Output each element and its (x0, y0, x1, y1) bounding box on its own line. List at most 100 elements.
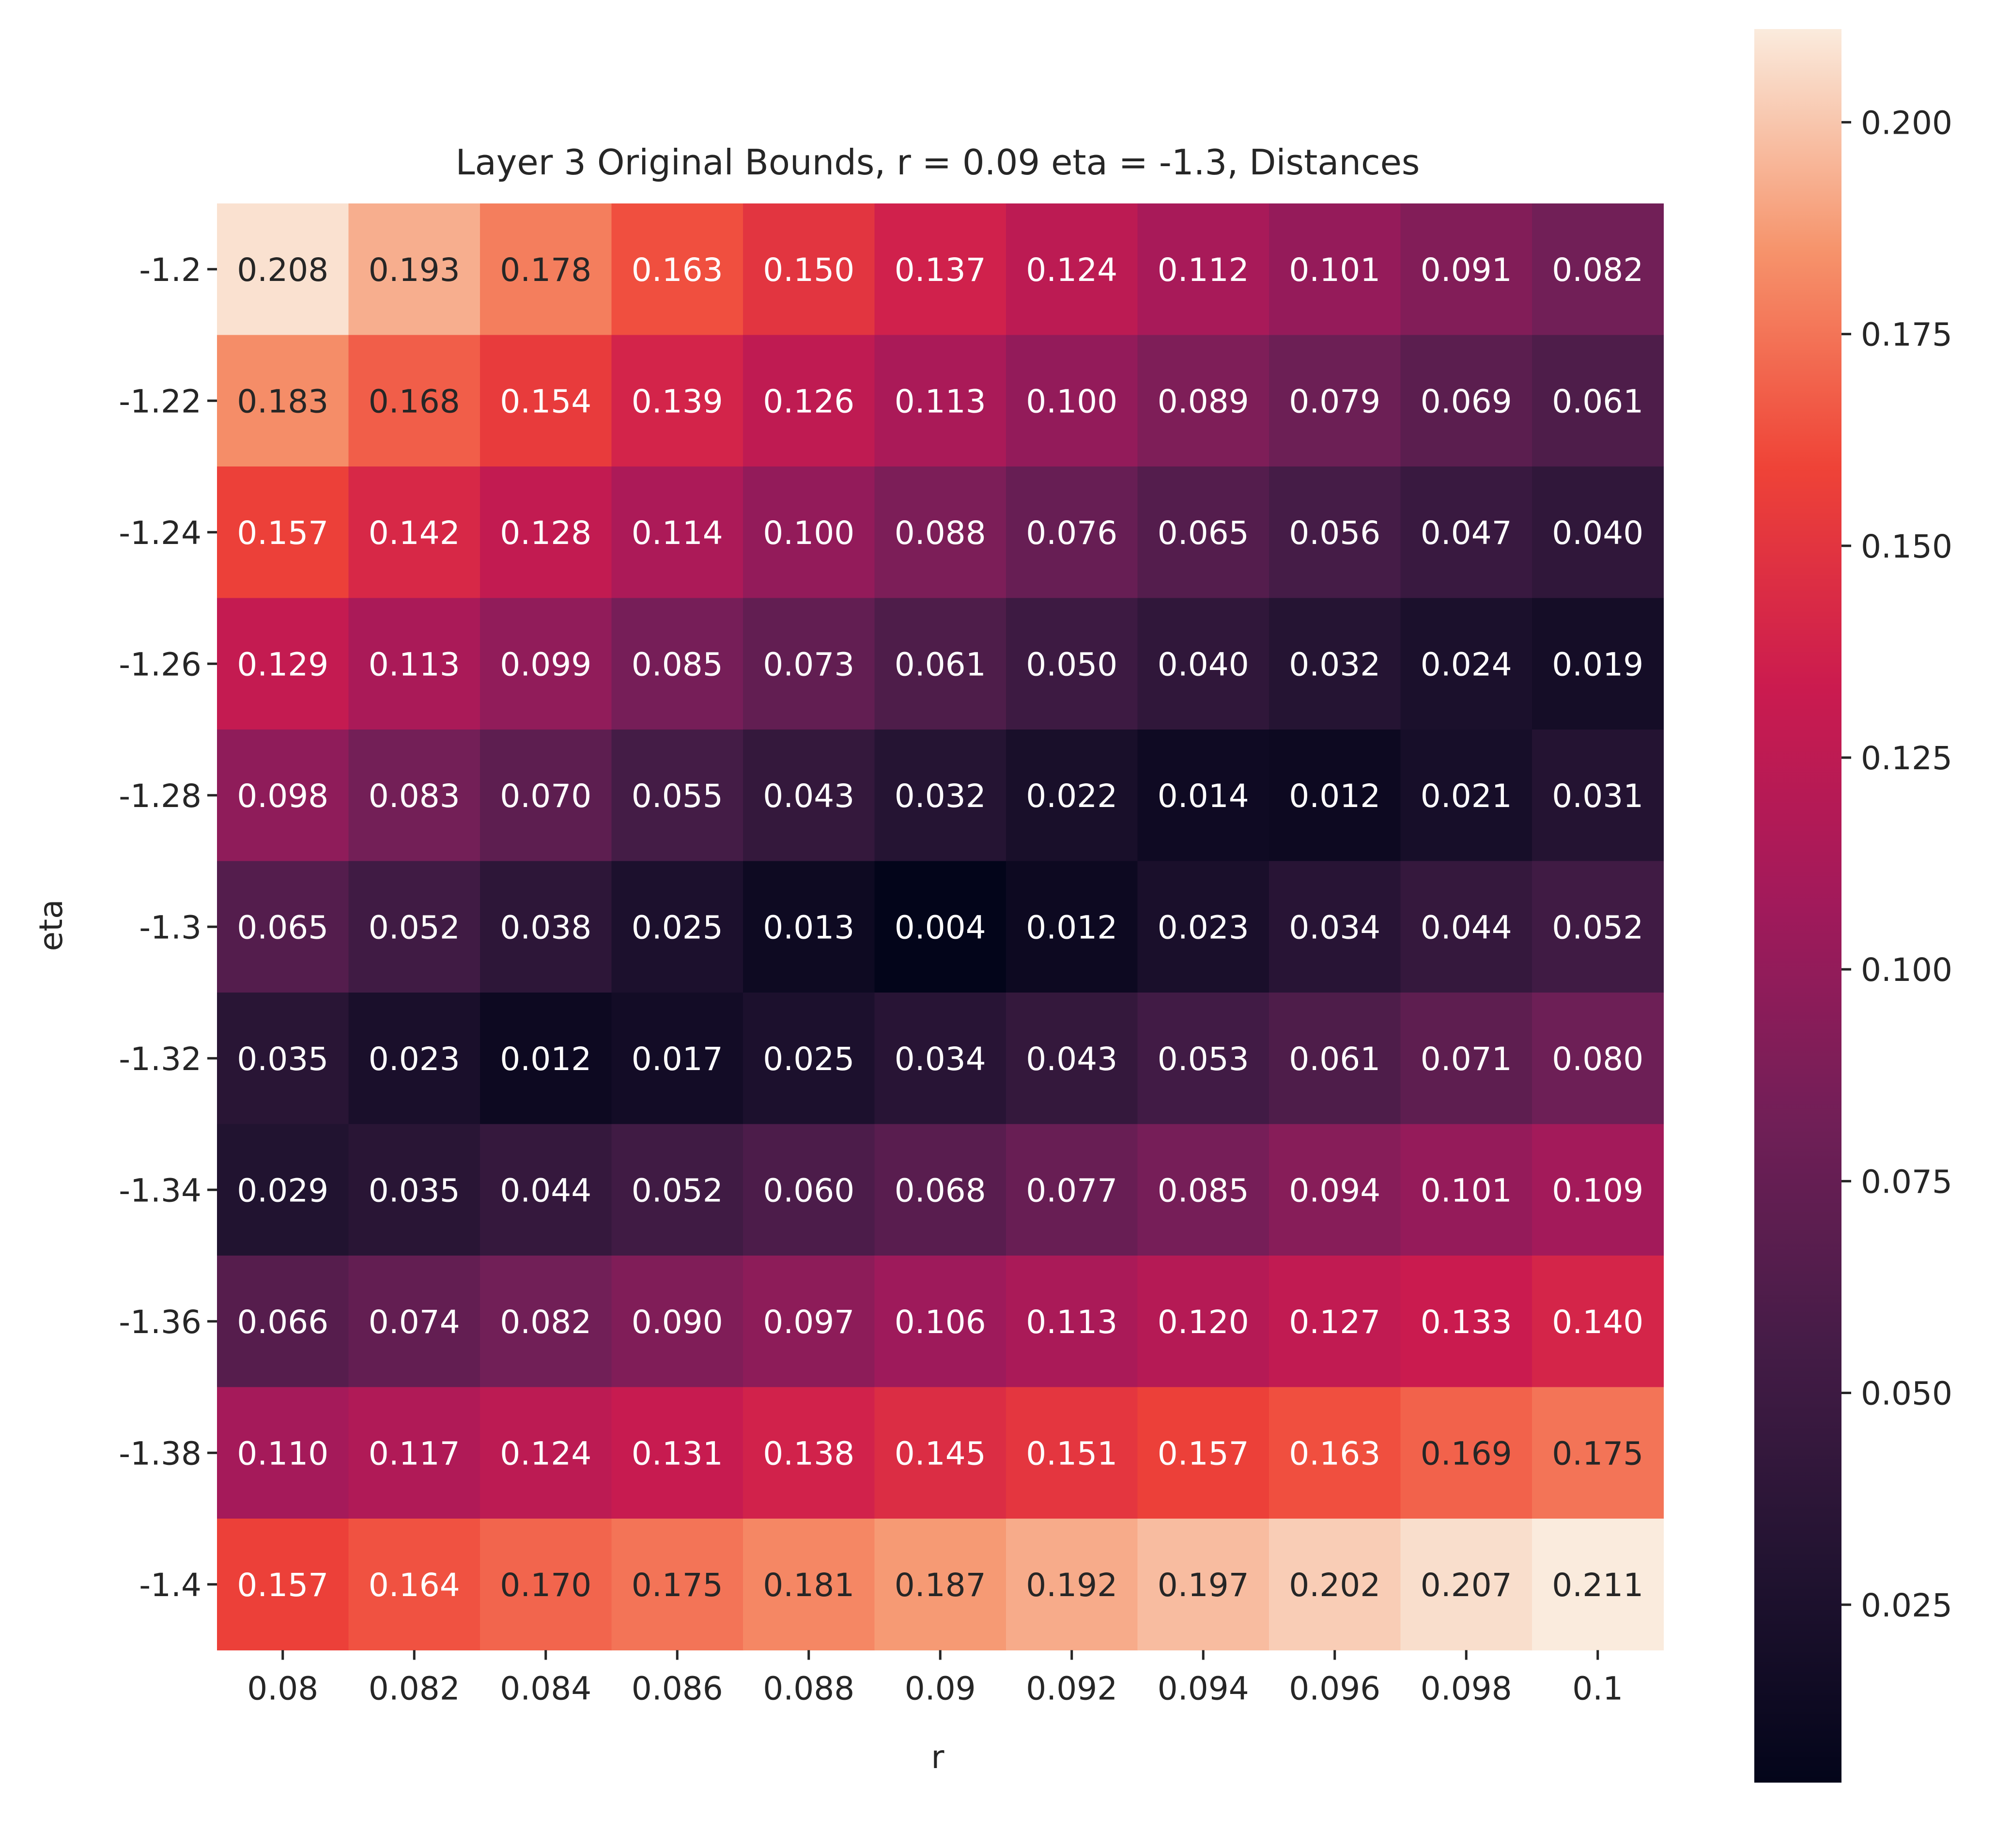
heatmap-cell (348, 466, 480, 599)
cell-value-label: 0.077 (1026, 1172, 1117, 1209)
heatmap-cell (1532, 730, 1664, 862)
heatmap-cell (611, 1519, 743, 1651)
cell-value-label: 0.047 (1421, 514, 1512, 552)
colorbar-tick-label: 0.025 (1861, 1587, 1952, 1624)
cell-value-label: 0.128 (500, 514, 591, 552)
heatmap-cell (1269, 1256, 1401, 1388)
cell-value-label: 0.110 (237, 1435, 328, 1472)
cell-value-label: 0.017 (632, 1040, 723, 1078)
cell-value-label: 0.098 (237, 777, 328, 815)
heatmap-cell (217, 598, 349, 730)
heatmap-cell (1269, 861, 1401, 993)
heatmap-cell (611, 203, 743, 336)
colorbar-tick-label: 0.050 (1861, 1375, 1952, 1413)
cell-value-label: 0.022 (1026, 777, 1117, 815)
colorbar-tick-label: 0.200 (1861, 104, 1952, 141)
cell-value-label: 0.088 (895, 514, 986, 552)
cell-value-label: 0.094 (1289, 1172, 1380, 1209)
heatmap-cell (1532, 861, 1664, 993)
heatmap-cell (1400, 598, 1532, 730)
cell-value-label: 0.113 (895, 383, 986, 420)
heatmap-cell (1137, 1387, 1269, 1519)
heatmap-cell (611, 861, 743, 993)
heatmap-cell (743, 1519, 875, 1651)
cell-value-label: 0.175 (1552, 1435, 1643, 1472)
cell-value-label: 0.100 (1026, 383, 1117, 420)
cell-value-label: 0.079 (1289, 383, 1380, 420)
heatmap-cell (348, 1124, 480, 1256)
heatmap-cell (1400, 1387, 1532, 1519)
x-tick-label: 0.092 (1026, 1670, 1117, 1708)
heatmap-cell (1400, 861, 1532, 993)
cell-value-label: 0.154 (500, 383, 591, 420)
heatmap-cell (348, 1387, 480, 1519)
heatmap-cell (1269, 1124, 1401, 1256)
cell-value-label: 0.034 (1289, 909, 1380, 946)
y-tick-label: -1.22 (119, 383, 201, 420)
cell-value-label: 0.052 (1552, 909, 1643, 946)
heatmap-cell (1269, 335, 1401, 467)
heatmap-cell (1137, 993, 1269, 1125)
cell-value-label: 0.140 (1552, 1304, 1643, 1341)
cell-value-label: 0.076 (1026, 514, 1117, 552)
cell-value-label: 0.056 (1289, 514, 1380, 552)
cell-value-label: 0.012 (1026, 909, 1117, 946)
cell-value-label: 0.024 (1421, 646, 1512, 683)
heatmap-cell (874, 335, 1006, 467)
heatmap-cell (480, 1387, 612, 1519)
cell-value-label: 0.127 (1289, 1304, 1380, 1341)
heatmap-cell (743, 730, 875, 862)
cell-value-label: 0.044 (1421, 909, 1512, 946)
heatmap-cell (1006, 1387, 1138, 1519)
heatmap-cell (348, 598, 480, 730)
heatmap-cell (1006, 861, 1138, 993)
cell-value-label: 0.060 (763, 1172, 854, 1209)
cell-value-label: 0.085 (632, 646, 723, 683)
cell-value-label: 0.129 (237, 646, 328, 683)
heatmap-cell (874, 861, 1006, 993)
heatmap-cell (1137, 1256, 1269, 1388)
cell-value-label: 0.053 (1158, 1040, 1249, 1078)
cell-value-label: 0.070 (500, 777, 591, 815)
heatmap-cell (1269, 1387, 1401, 1519)
cell-value-label: 0.202 (1289, 1567, 1380, 1604)
cell-value-label: 0.178 (500, 251, 591, 289)
cell-value-label: 0.124 (1026, 251, 1117, 289)
cell-value-label: 0.139 (632, 383, 723, 420)
cell-value-label: 0.181 (763, 1567, 854, 1604)
heatmap-cell (874, 993, 1006, 1125)
cell-value-label: 0.193 (369, 251, 460, 289)
cell-value-label: 0.175 (632, 1567, 723, 1604)
heatmap-cell (217, 335, 349, 467)
heatmap-cell (743, 1256, 875, 1388)
heatmap-cell (217, 203, 349, 336)
cell-value-label: 0.192 (1026, 1567, 1117, 1604)
heatmap-cell (480, 861, 612, 993)
cell-value-label: 0.100 (763, 514, 854, 552)
heatmap-cell (480, 993, 612, 1125)
heatmap-cell (743, 598, 875, 730)
chart-title: Layer 3 Original Bounds, r = 0.09 eta = … (456, 142, 1420, 183)
cell-value-label: 0.170 (500, 1567, 591, 1604)
cell-value-label: 0.142 (369, 514, 460, 552)
y-tick-label: -1.24 (119, 514, 201, 552)
cell-value-label: 0.106 (895, 1304, 986, 1341)
heatmap-cell (874, 466, 1006, 599)
cell-value-label: 0.065 (1158, 514, 1249, 552)
heatmap-cell (1269, 730, 1401, 862)
cell-value-label: 0.082 (1552, 251, 1643, 289)
cell-value-label: 0.021 (1421, 777, 1512, 815)
heatmap-cell (1532, 1256, 1664, 1388)
heatmap-cell (1137, 335, 1269, 467)
heatmap-cell (1137, 466, 1269, 599)
cell-value-label: 0.050 (1026, 646, 1117, 683)
cell-value-label: 0.163 (1289, 1435, 1380, 1472)
cell-value-label: 0.071 (1421, 1040, 1512, 1078)
heatmap-cell (217, 993, 349, 1125)
y-tick-label: -1.32 (119, 1040, 201, 1078)
cell-value-label: 0.019 (1552, 646, 1643, 683)
cell-value-label: 0.034 (895, 1040, 986, 1078)
heatmap-cell (1269, 598, 1401, 730)
cell-value-label: 0.150 (763, 251, 854, 289)
